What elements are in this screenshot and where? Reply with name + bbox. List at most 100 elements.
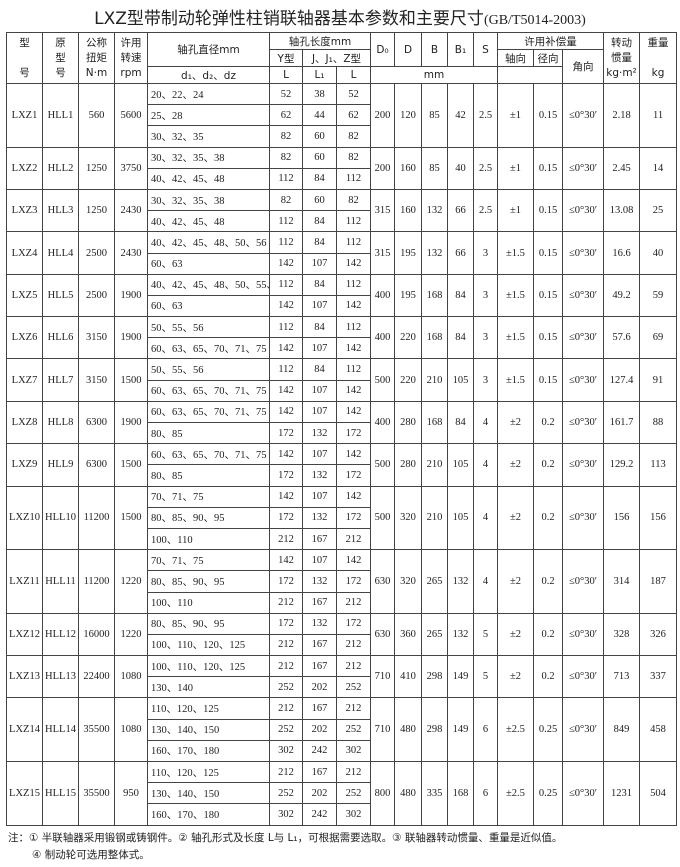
cell-inertia: 713 [603,655,641,699]
cell-speed: 1500 [114,358,148,402]
cell-bore-diameter: 130、140、150 [147,782,270,805]
table-row: 30、32、35 82 60 82 [7,125,677,148]
cell-s: 2.5 [473,188,498,233]
header-compensation: 许用补偿量 [496,32,605,50]
cell-l-length: 212 [336,633,371,657]
cell-model: LXZ14 [6,697,43,762]
cell-speed: 2430 [114,188,148,233]
cell-s: 3 [473,231,498,275]
cell-l-length: 212 [336,697,371,720]
cell-weight: 156 [639,485,678,551]
table-row: LXZ5HLL52500190040、42、45、48、50、55、561128… [6,273,678,318]
cell-radial: 0.15 [533,188,563,233]
cell-l-length: 142 [336,294,371,318]
cell-l1-length: 60 [302,188,337,212]
cell-s: 3 [473,316,498,360]
cell-l-length: 142 [336,549,371,572]
table-row: LXZ6 HLL6 3150 1900 50、55、56 112 84 112 400 220 16… [6,316,678,360]
table-row: LXZ14 HLL14 35500 1080 110、120、125 212 167 212 7… [6,697,678,762]
cell-b1: 84 [447,273,474,318]
title-text: LXZ型带制动轮弹性柱销联轴器基本参数和主要尺寸 [94,9,484,29]
cell-y-length: 142 [269,400,303,424]
cell-s: 2.5 [473,146,498,190]
cell-inertia: 49.2 [603,273,641,318]
cell-bore-diameter: 40、42、45、48 [147,167,270,190]
cell-torque: 11200 [78,549,115,614]
cell-b: 298 [421,697,448,762]
cell-angular: ≤0°30′ [561,612,605,657]
cell-y-length: 212 [269,527,303,551]
cell-axial: ±2.5 [497,761,534,826]
cell-inertia: 2.45 [603,146,641,190]
cell-d: 120 [394,83,422,148]
cell-angular: ≤0°30′ [561,443,605,487]
cell-y-length: 212 [269,633,303,657]
cell-y-length: 212 [269,655,303,678]
cell-model: LXZ13 [6,655,43,699]
cell-radial: 0.2 [533,549,563,614]
cell-s: 4 [473,549,498,614]
table-body: LXZ1 HLL1 560 5600 20、22、24 52 38 52 200 120 85 42 2… [6,82,678,826]
cell-b1: 84 [447,400,474,445]
cell-radial: 0.25 [533,761,563,826]
cell-b: 265 [421,549,448,614]
table-row: 80、85 172 132 172 [7,421,677,445]
cell-bore-diameter: 130、140 [147,676,270,699]
cell-radial: 0.25 [533,697,563,762]
cell-y-length: 112 [269,273,303,296]
cell-l1-length: 132 [302,506,337,529]
cell-bore-diameter: 70、71、75 [147,549,270,572]
cell-d: 480 [394,697,422,762]
cell-l-length: 172 [336,506,371,529]
table-row: LXZ1 HLL1 560 5600 20、22、24 52 38 52 200 120 85 42 2… [6,82,678,148]
cell-y-length: 172 [269,506,303,529]
cell-speed: 1220 [114,549,148,614]
header-L: L [269,66,303,84]
cell-l-length: 142 [336,379,371,402]
cell-axial: ±1.5 [497,316,534,360]
cell-inertia: 314 [603,549,641,614]
cell-orig-model: HLL6 [42,316,79,360]
header-jz-type: J、J₁、Z型 [302,49,371,67]
cell-inertia: 57.6 [603,316,641,360]
cell-bore-diameter: 110、120、125 [147,760,270,784]
cell-y-length: 82 [269,188,303,212]
cell-bore-diameter: 40、42、45、48、50、56 [147,231,270,254]
cell-model: LXZ12 [6,612,43,657]
cell-d: 280 [394,443,422,487]
header-B: B [421,32,448,67]
cell-speed: 5600 [114,83,148,148]
cell-torque: 3150 [78,316,115,360]
header-axial: 轴向 [497,49,534,67]
cell-orig-model: HLL13 [42,655,79,699]
cell-speed: 950 [114,761,148,826]
notes: 注：① 半联轴器采用锻钢或铸钢件。② 轴孔形式及长度 L与 L₁，可根据需要选取… [8,830,562,864]
cell-angular: ≤0°30′ [561,697,605,762]
cell-y-length: 112 [269,210,303,233]
cell-orig-model: HLL4 [42,231,79,275]
cell-l-length: 82 [336,125,371,148]
header-L2: L [336,66,371,84]
cell-y-length: 142 [269,337,303,360]
cell-d0: 400 [370,316,395,360]
cell-weight: 69 [639,316,678,360]
cell-l-length: 212 [336,655,371,678]
cell-l1-length: 60 [302,125,337,148]
cell-torque: 2500 [78,231,115,275]
cell-orig-model: HLL5 [42,273,79,318]
cell-axial: ±2 [497,485,534,551]
cell-bore-diameter: 60、63、65、70、71、75 [147,400,270,424]
cell-l-length: 112 [336,167,371,190]
cell-y-length: 82 [269,146,303,169]
cell-model: LXZ7 [6,358,43,402]
cell-angular: ≤0°30′ [561,761,605,826]
cell-l1-length: 107 [302,443,337,466]
cell-speed: 1080 [114,655,148,699]
cell-y-length: 62 [269,104,303,127]
header-B1: B₁ [447,32,474,67]
cell-orig-model: HLL10 [42,485,79,551]
cell-d: 160 [394,146,422,190]
table-row: LXZ12 HLL12 16000 1220 80、85、90、95 172 132 172 6… [6,612,678,657]
cell-radial: 0.15 [533,83,563,148]
cell-d0: 710 [370,655,395,699]
